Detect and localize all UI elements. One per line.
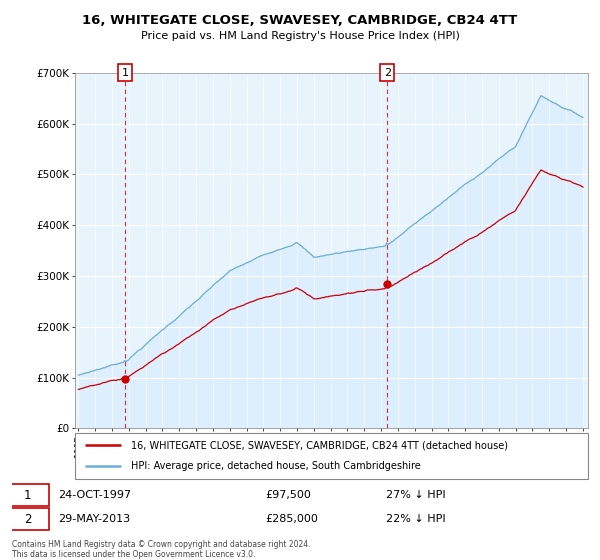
Text: HPI: Average price, detached house, South Cambridgeshire: HPI: Average price, detached house, Sout… <box>131 461 421 472</box>
Text: 1: 1 <box>122 68 129 78</box>
Text: £97,500: £97,500 <box>265 490 311 500</box>
FancyBboxPatch shape <box>75 433 588 479</box>
FancyBboxPatch shape <box>6 484 49 506</box>
Text: 29-MAY-2013: 29-MAY-2013 <box>58 514 130 524</box>
Text: 16, WHITEGATE CLOSE, SWAVESEY, CAMBRIDGE, CB24 4TT: 16, WHITEGATE CLOSE, SWAVESEY, CAMBRIDGE… <box>82 14 518 27</box>
Text: 24-OCT-1997: 24-OCT-1997 <box>58 490 131 500</box>
Text: Contains HM Land Registry data © Crown copyright and database right 2024.
This d: Contains HM Land Registry data © Crown c… <box>12 540 311 559</box>
Text: Price paid vs. HM Land Registry's House Price Index (HPI): Price paid vs. HM Land Registry's House … <box>140 31 460 41</box>
FancyBboxPatch shape <box>6 508 49 530</box>
Text: £285,000: £285,000 <box>265 514 319 524</box>
Text: 1: 1 <box>24 488 31 502</box>
Text: 27% ↓ HPI: 27% ↓ HPI <box>386 490 446 500</box>
Text: 22% ↓ HPI: 22% ↓ HPI <box>386 514 446 524</box>
Text: 2: 2 <box>384 68 391 78</box>
Text: 16, WHITEGATE CLOSE, SWAVESEY, CAMBRIDGE, CB24 4TT (detached house): 16, WHITEGATE CLOSE, SWAVESEY, CAMBRIDGE… <box>131 440 508 450</box>
Text: 2: 2 <box>24 512 31 526</box>
